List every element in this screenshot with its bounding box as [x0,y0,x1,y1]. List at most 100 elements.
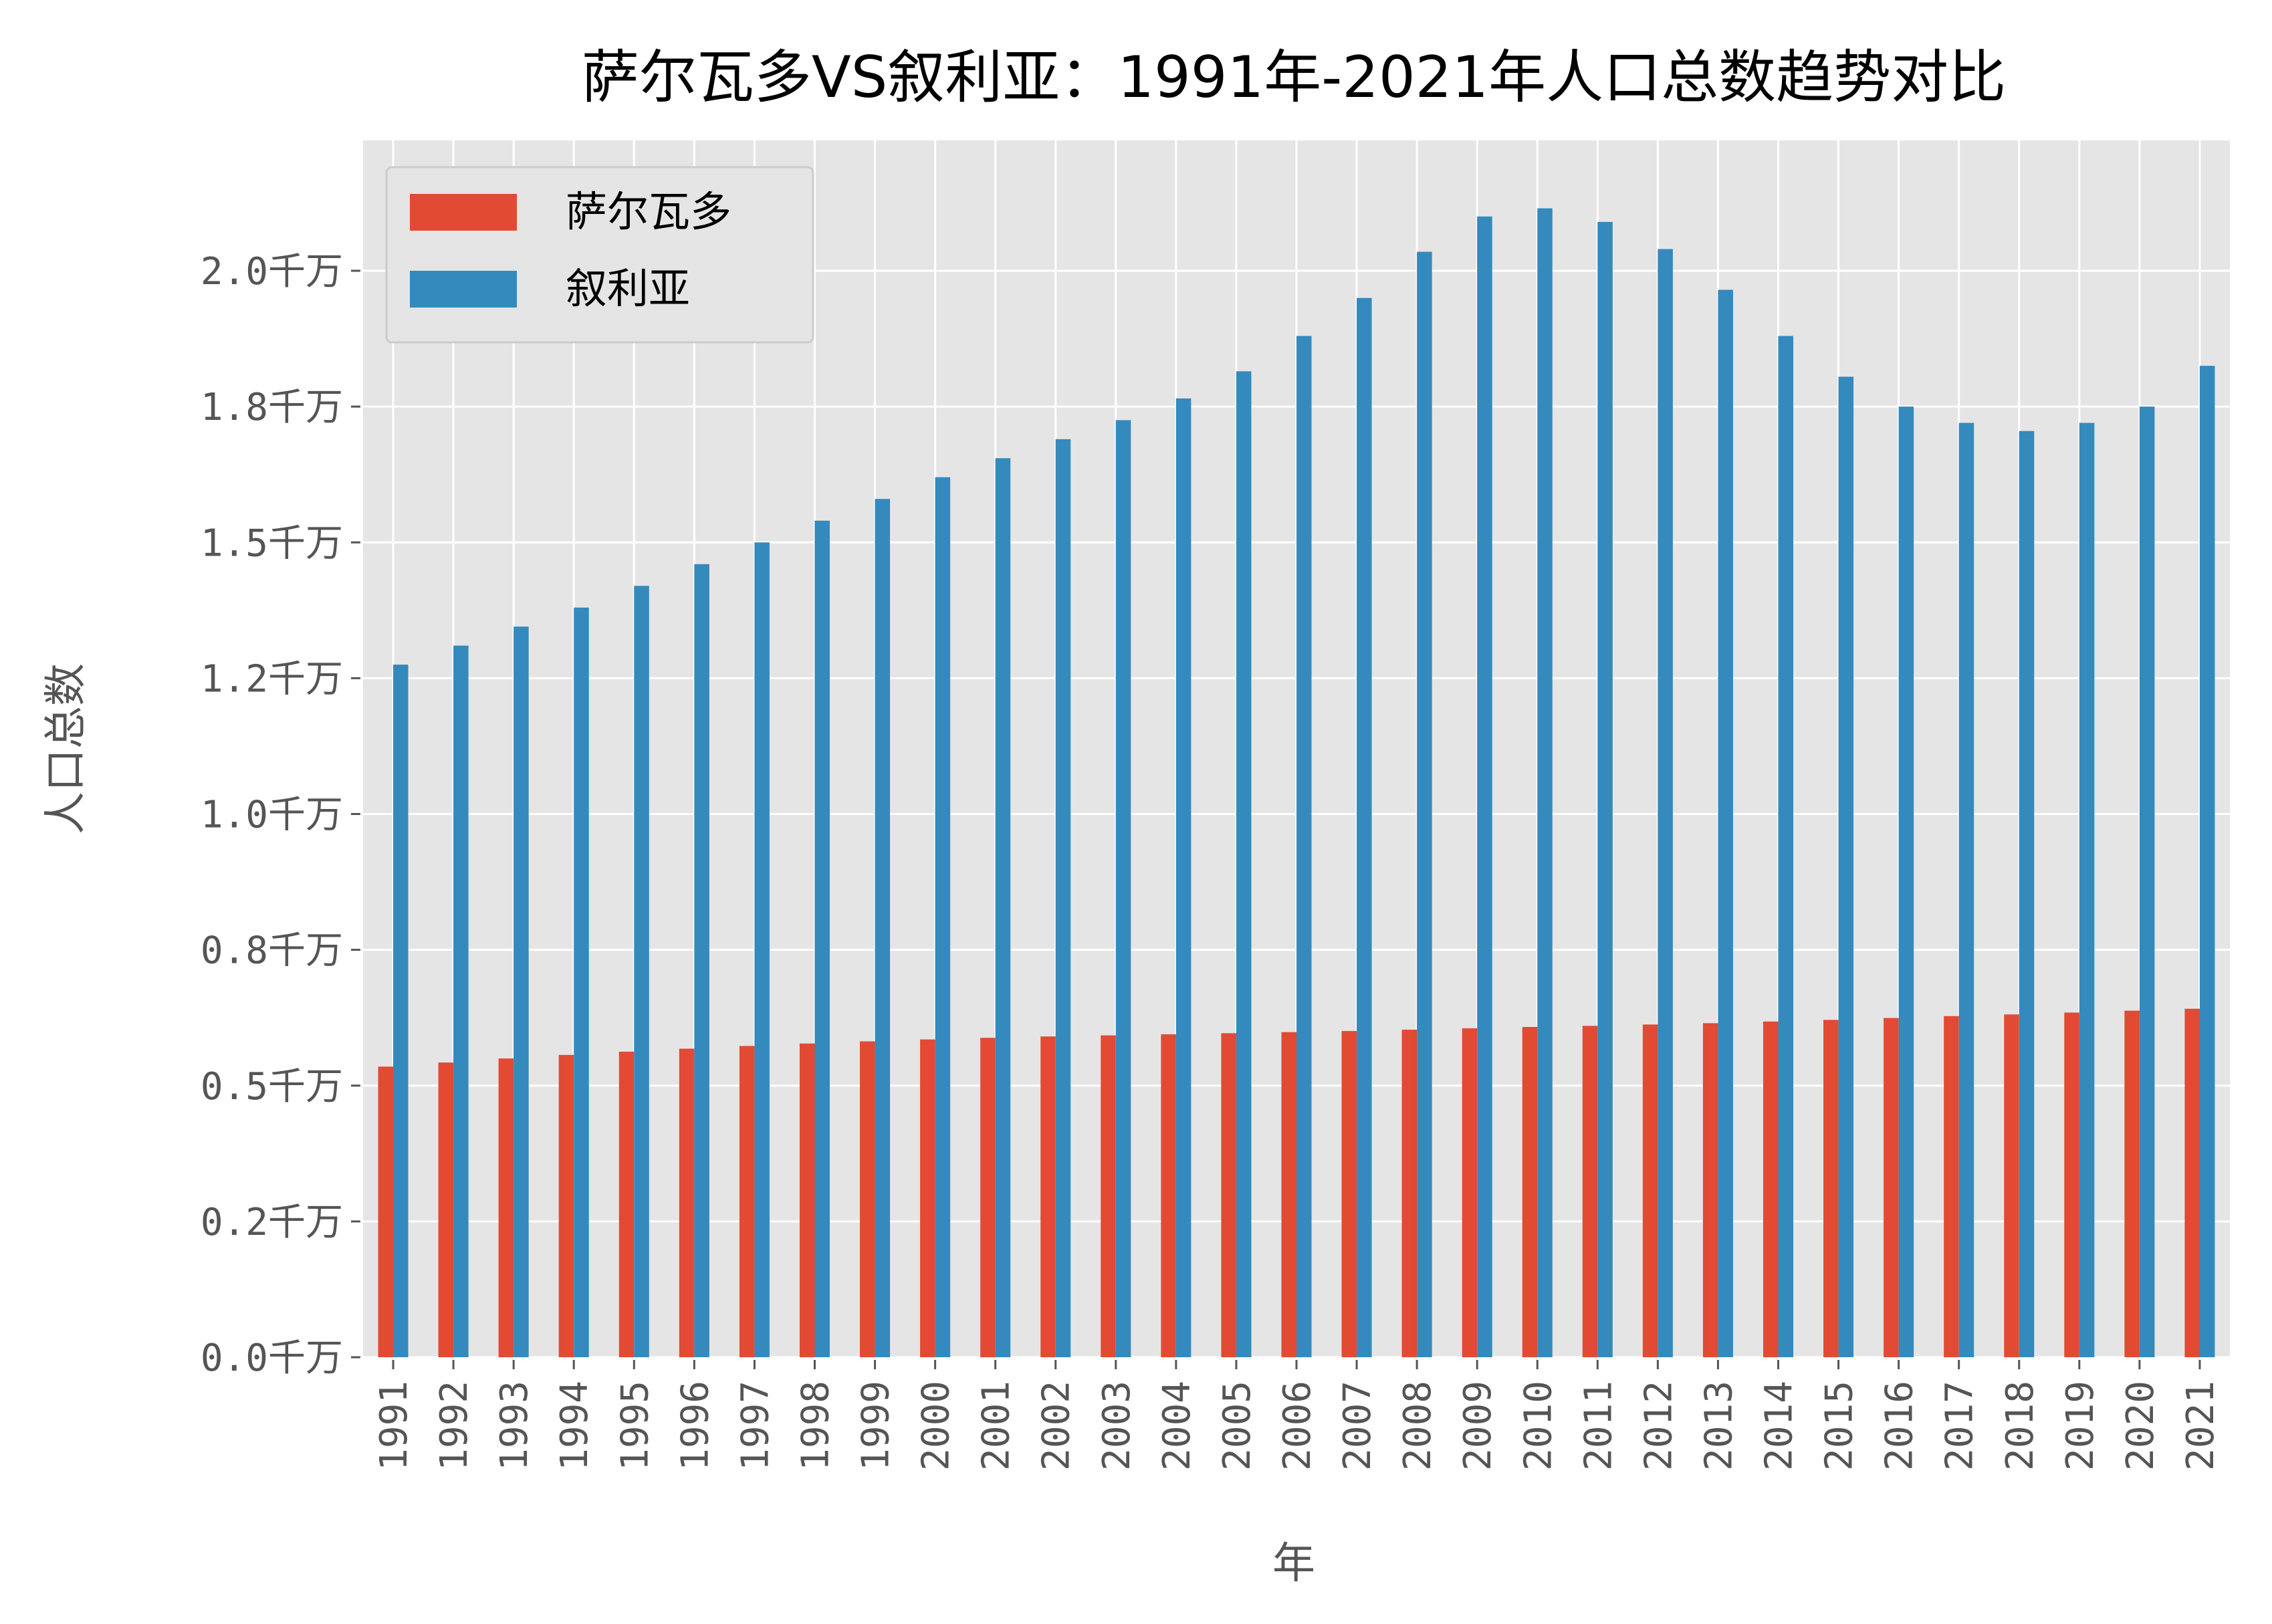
x-tick-label: 1999 [855,1381,898,1471]
bar-syria-1998 [814,520,830,1357]
x-tick-label: 2009 [1456,1381,1500,1471]
bar-el-salvador-2001 [980,1038,996,1357]
x-tick-label: 2004 [1155,1381,1199,1471]
y-tick-label: 0.2千万 [201,1201,343,1244]
bar-el-salvador-1998 [799,1043,815,1357]
bar-syria-2017 [1958,423,1974,1357]
bar-syria-2012 [1658,249,1673,1357]
bar-syria-2015 [1838,376,1854,1357]
x-tick-label: 1991 [372,1381,416,1471]
y-tick-label: 1.5千万 [201,521,343,565]
bar-syria-1992 [453,645,469,1357]
x-tick-label: 2021 [2179,1381,2223,1471]
x-tick-label: 2011 [1577,1381,1620,1471]
bar-syria-2001 [995,458,1011,1357]
x-tick-label: 2002 [1035,1381,1078,1471]
bar-el-salvador-2013 [1702,1023,1718,1357]
x-tick-label: 2017 [1938,1381,1982,1471]
bar-el-salvador-2002 [1040,1036,1056,1357]
bar-el-salvador-2016 [1884,1018,1899,1357]
bar-el-salvador-2017 [1944,1016,1959,1357]
bar-syria-2009 [1477,216,1492,1357]
bar-el-salvador-2008 [1401,1030,1417,1357]
bar-syria-2020 [2139,407,2155,1357]
x-tick-label: 2007 [1336,1381,1379,1471]
x-tick-label: 2015 [1818,1381,1861,1471]
bar-syria-2018 [2019,431,2035,1357]
bar-el-salvador-2000 [920,1039,935,1357]
y-tick-label: 1.8千万 [201,386,343,429]
bar-syria-2019 [2079,423,2095,1357]
x-tick-label: 1997 [733,1381,777,1471]
bar-syria-1994 [574,607,589,1357]
x-tick-label: 1992 [433,1381,476,1471]
x-tick-label: 2012 [1637,1381,1680,1471]
x-tick-label: 2010 [1516,1381,1560,1471]
x-tick-label: 2006 [1276,1381,1319,1471]
x-tick-label: 2019 [2059,1381,2102,1471]
x-tick-label: 1998 [794,1381,837,1471]
bar-el-salvador-2020 [2124,1010,2140,1357]
plot-area: 0.0千万 0.2千万 0.5千万 0.8千万 1.0千万 1.2千万 1.5千万 1.8千万… [201,140,2230,1471]
x-tick-label: 2020 [2119,1381,2162,1471]
bar-el-salvador-1995 [618,1051,635,1357]
bar-el-salvador-2012 [1642,1024,1658,1357]
y-tick-label: 2.0千万 [201,250,343,294]
bar-el-salvador-1993 [498,1058,514,1357]
bar-syria-1993 [514,626,529,1357]
x-tick-label: 2016 [1878,1381,1922,1471]
bar-el-salvador-2009 [1462,1028,1478,1357]
chart-title: 萨尔瓦多VS叙利亚：1991年-2021年人口总数趋势对比 [582,44,2006,111]
x-tick-label: 1993 [493,1381,536,1471]
y-tick-label: 0.5千万 [201,1065,343,1109]
bar-syria-2011 [1597,221,1613,1357]
bar-syria-1996 [694,564,709,1357]
x-tick-label: 1996 [673,1381,717,1471]
bar-el-salvador-2018 [2004,1014,2019,1357]
bar-syria-2021 [2199,366,2215,1357]
bar-syria-2005 [1236,371,1252,1357]
bar-el-salvador-2011 [1582,1026,1598,1357]
bar-el-salvador-2003 [1101,1035,1116,1357]
bar-syria-2000 [935,477,951,1357]
bar-el-salvador-2010 [1522,1027,1538,1357]
bar-syria-1991 [393,665,409,1357]
bar-syria-2010 [1537,208,1553,1357]
bar-el-salvador-1991 [378,1066,394,1357]
bar-syria-2016 [1898,407,1914,1357]
x-tick-label: 2005 [1216,1381,1259,1471]
bar-syria-2004 [1175,398,1191,1357]
legend-swatch [410,271,517,308]
legend-label: 萨尔瓦多 [566,187,731,236]
bar-el-salvador-1999 [860,1041,875,1357]
y-tick-label: 0.0千万 [201,1337,343,1380]
legend-swatch [410,194,517,231]
bar-el-salvador-2014 [1763,1021,1779,1357]
x-tick-label: 2013 [1697,1381,1740,1471]
x-tick-label: 1995 [613,1381,657,1471]
bar-syria-2007 [1357,298,1372,1357]
y-tick-label: 1.2千万 [201,657,343,701]
bar-el-salvador-1994 [558,1054,574,1357]
bar-el-salvador-2021 [2184,1008,2200,1357]
bar-syria-2008 [1417,251,1432,1357]
bar-syria-1999 [875,499,891,1357]
bar-syria-2013 [1718,289,1733,1357]
bar-el-salvador-1996 [679,1048,695,1357]
bar-syria-2014 [1778,336,1794,1357]
y-axis-label: 人口总数 [41,663,91,834]
x-tick-label: 2014 [1758,1381,1801,1471]
bar-syria-2003 [1115,420,1131,1357]
x-tick-label: 1994 [553,1381,596,1471]
bar-el-salvador-1997 [739,1046,755,1357]
bar-el-salvador-2005 [1221,1033,1236,1357]
x-tick-label: 2000 [915,1381,958,1471]
y-tick-label: 1.0千万 [201,794,343,837]
x-axis-label: 年 [1272,1539,1315,1589]
y-tick-label: 0.8千万 [201,929,343,973]
x-tick-label: 2003 [1095,1381,1139,1471]
legend-label: 叙利亚 [566,264,690,313]
bar-syria-2002 [1055,439,1071,1357]
